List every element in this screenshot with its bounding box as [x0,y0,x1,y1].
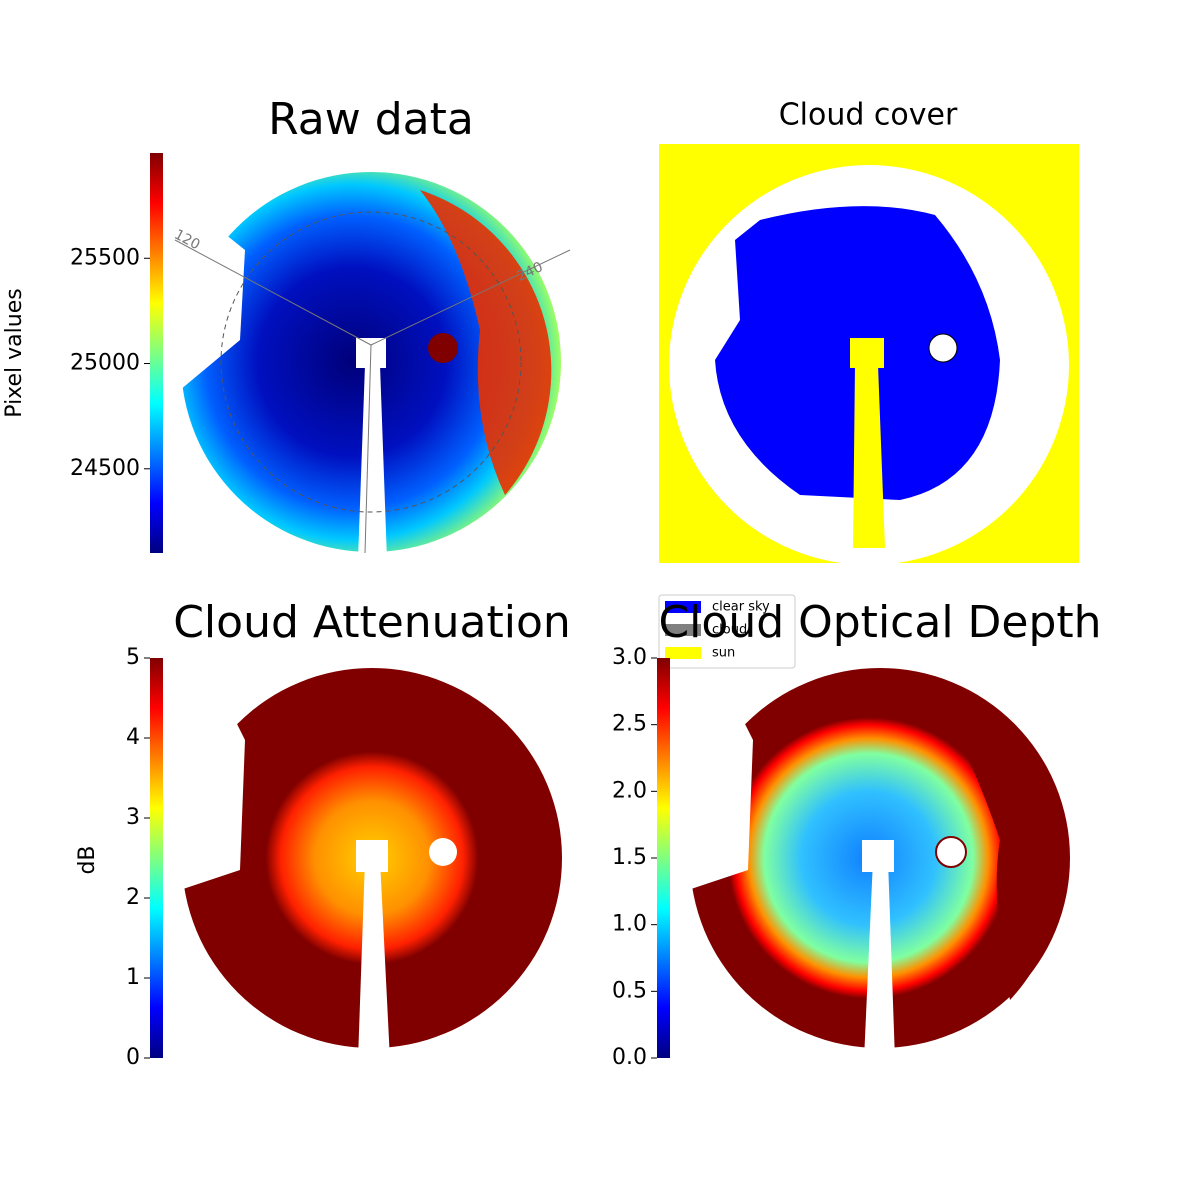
colorbar-tick-label: 25000 [70,351,140,376]
colorbar-tick-label: 25500 [70,245,140,270]
raw-image [170,172,571,560]
colorbar-tick-label: 1.5 [612,845,647,870]
colorbar-tick-label: 2 [126,885,140,910]
legend: clear sky cloud sun [658,594,796,669]
legend-label: clear sky [712,600,770,615]
optical-depth-image [683,668,1070,1060]
colorbar-tick-label: 2.5 [612,712,647,737]
colorbar-tick-label: 0.0 [612,1045,647,1070]
colorbar-tick-label: 3 [126,805,140,830]
legend-swatch [665,601,701,613]
colorbar-tick-label: 5 [126,645,140,670]
colorbar-tick-label: 4 [126,725,140,750]
cloud-cover-image [659,144,1079,565]
colorbar-tick-label: 0.5 [612,978,647,1003]
colorbar-tick-label: 0 [126,1045,140,1070]
colorbar [657,658,670,1058]
panel-title: Cloud Attenuation [173,597,571,648]
legend-swatch [665,624,701,636]
colorbar-tick-label: 24500 [70,456,140,481]
colorbar [150,658,163,1058]
panel-title: Raw data [268,94,474,145]
legend-label: cloud [712,623,747,638]
colorbar [150,153,163,553]
attenuation-image [175,668,562,1060]
legend-swatch [665,647,701,659]
legend-label: sun [712,646,735,661]
colorbar-label: Pixel values [2,288,27,417]
colorbar-tick-label: 1.0 [612,912,647,937]
colorbar-tick-label: 3.0 [612,645,647,670]
colorbar-tick-label: 1 [126,965,140,990]
colorbar-tick-label: 2.0 [612,778,647,803]
colorbar-label: dB [75,845,100,874]
angle-label: 120 [171,227,202,254]
panel-title: Cloud Optical Depth [658,597,1101,648]
panel-title: Cloud cover [779,98,958,133]
